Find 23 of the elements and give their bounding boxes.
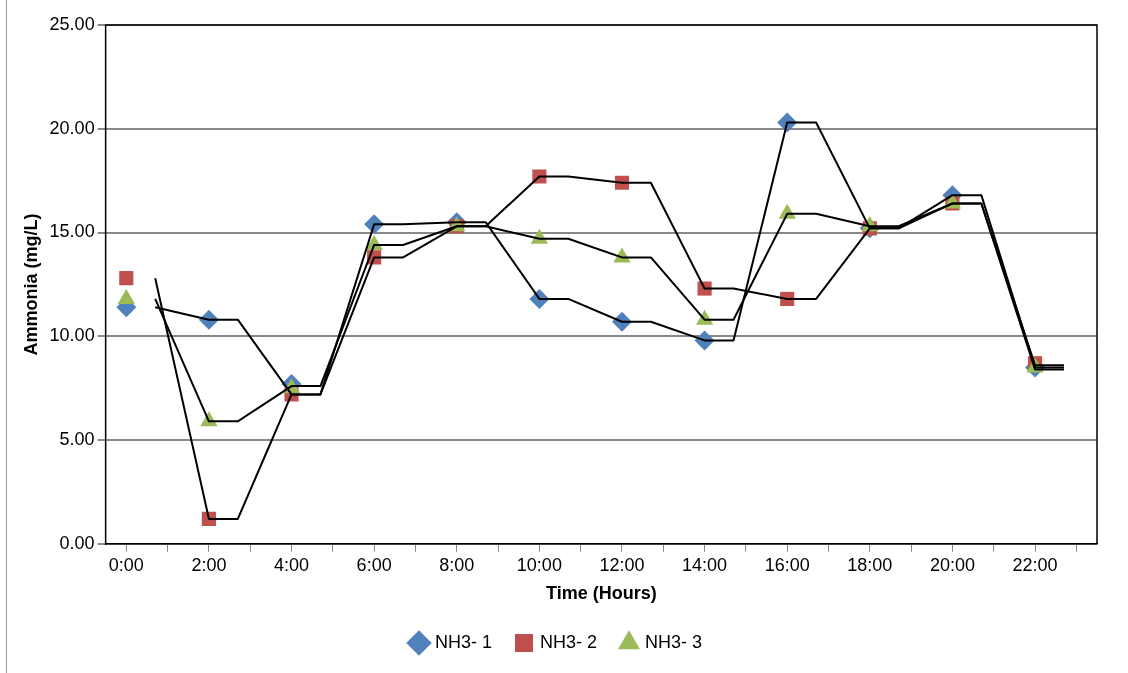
x-tick-label: 20:00 [929, 554, 975, 575]
legend-label: NH3- 2 [539, 631, 598, 652]
x-tick-label: 2:00 [191, 554, 227, 575]
x-tick-label: 22:00 [1012, 554, 1058, 575]
x-tick-label: 10:00 [516, 554, 562, 575]
y-axis-title: Ammonia (mg/L) [20, 213, 41, 356]
y-tick-label: 20.00 [49, 117, 95, 138]
x-axis-title: Time (Hours) [545, 583, 657, 604]
y-tick-label: 5.00 [59, 429, 95, 450]
x-tick-label: 0:00 [108, 554, 144, 575]
x-tick-label: 16:00 [764, 554, 810, 575]
y-tick-label: 0.00 [59, 532, 95, 553]
y-tick-label: 10.00 [49, 325, 95, 346]
y-tick-label: 25.00 [49, 13, 95, 34]
y-tick-label: 15.00 [49, 221, 95, 242]
x-tick-label: 4:00 [274, 554, 310, 575]
x-tick-label: 12:00 [599, 554, 645, 575]
legend-label: NH3- 3 [645, 631, 703, 652]
legend-label: NH3- 1 [434, 631, 492, 652]
x-tick-label: 18:00 [847, 554, 893, 575]
x-tick-label: 6:00 [356, 554, 392, 575]
x-tick-label: 14:00 [682, 554, 728, 575]
x-tick-label: 8:00 [439, 554, 475, 575]
